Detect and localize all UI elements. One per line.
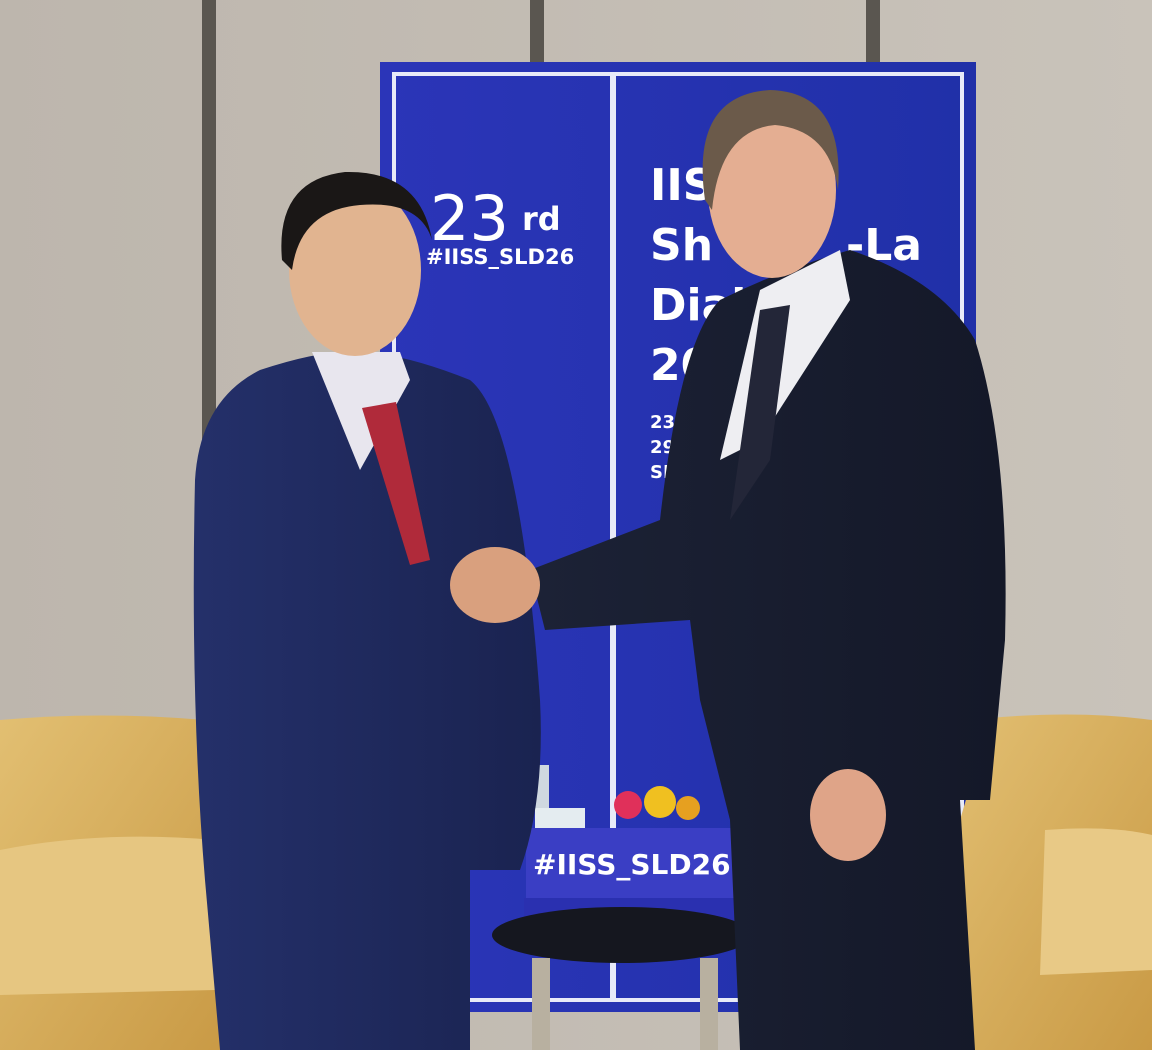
table-leg [532,958,550,1050]
handshake [450,547,540,623]
banner-title: Sh [650,220,713,271]
cushion [1040,828,1152,975]
shirt [312,352,410,470]
table-sign [526,828,736,900]
banner-edition: 23 [430,182,509,255]
cushion [0,836,215,995]
person-right-suit [530,250,1006,1050]
banner-detail: 29 [650,437,675,458]
banner-edition-suffix: rd [522,200,561,238]
banner-divider [610,74,616,1000]
table-leg [700,958,718,1050]
person-left-suit [193,351,541,1050]
table-sign-hashtag: #IISS_SLD26 [533,848,731,881]
hand [810,769,886,861]
person-left-face [289,184,421,356]
hair [702,90,839,210]
banner-detail: SI [650,462,670,483]
tie [730,305,790,520]
banner-hashtag: #IISS_SLD26 [426,245,574,269]
flower [644,786,676,818]
flower [614,791,642,819]
wall-seam [866,0,880,70]
tie [362,402,430,565]
table-top [492,907,752,963]
hair [281,171,432,270]
wall-seam [530,0,544,70]
banner-detail: 23 [650,412,675,433]
person-right-face [708,102,836,278]
flower [676,796,700,820]
